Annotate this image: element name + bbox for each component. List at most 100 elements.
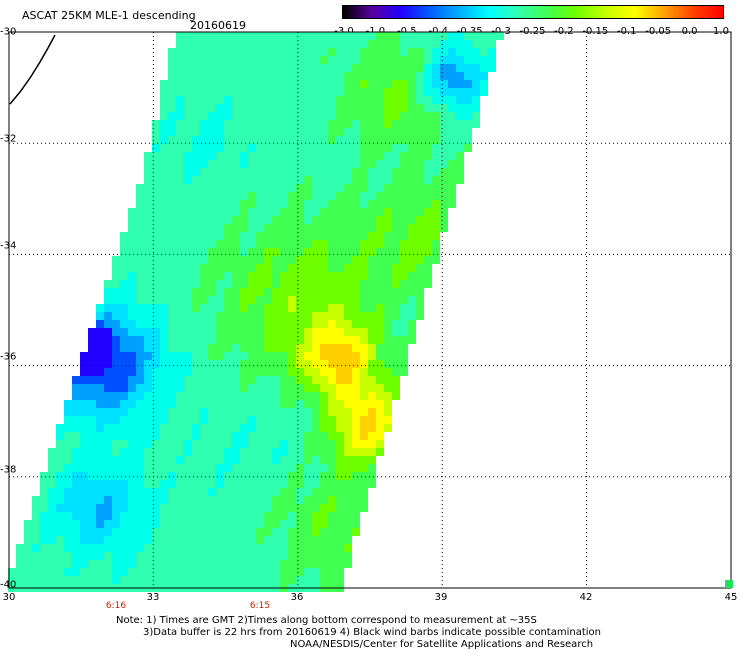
swath-cell [160,96,168,104]
swath-cell [24,544,32,552]
swath-cell [144,248,152,256]
swath-cell [384,120,392,128]
swath-cell [320,552,328,560]
swath-cell [112,320,120,328]
swath-cell [288,160,296,168]
swath-cell [320,80,328,88]
swath-cell [432,48,440,56]
swath-cell [72,384,80,392]
swath-cell [168,176,176,184]
swath-cell [224,240,232,248]
swath-cell [232,512,240,520]
swath-cell [352,272,360,280]
swath-cell [280,368,288,376]
swath-cell [392,328,400,336]
swath-cell [264,168,272,176]
swath-cell [344,456,352,464]
swath-cell [128,368,136,376]
swath-cell [224,392,232,400]
swath-cell [168,80,176,88]
swath-cell [320,456,328,464]
swath-cell [368,336,376,344]
swath-cell [368,184,376,192]
swath-cell [336,400,344,408]
swath-cell [144,440,152,448]
swath-cell [256,344,264,352]
swath-cell [392,192,400,200]
swath-cell [360,96,368,104]
swath-cell [248,360,256,368]
swath-cell [368,360,376,368]
swath-cell [208,240,216,248]
swath-cell [288,440,296,448]
swath-cell [440,224,448,232]
swath-cell [232,304,240,312]
swath-cell [272,432,280,440]
swath-cell [264,488,272,496]
swath-cell [176,368,184,376]
swath-cell [392,352,400,360]
swath-cell [352,416,360,424]
swath-cell [432,80,440,88]
swath-cell [272,256,280,264]
swath-cell [456,88,464,96]
swath-cell [304,456,312,464]
swath-cell [280,320,288,328]
swath-cell [360,376,368,384]
swath-cell [248,264,256,272]
swath-cell [264,568,272,576]
swath-cell [144,464,152,472]
swath-cell [256,288,264,296]
swath-cell [384,352,392,360]
swath-cell [120,360,128,368]
swath-cell [296,104,304,112]
swath-cell [168,256,176,264]
swath-cell [248,240,256,248]
swath-cell [152,176,160,184]
swath-cell [64,552,72,560]
swath-cell [344,280,352,288]
swath-cell [400,288,408,296]
swath-cell [264,472,272,480]
swath-cell [336,520,344,528]
swath-cell [400,96,408,104]
swath-cell [336,160,344,168]
swath-cell [272,232,280,240]
swath-cell [424,192,432,200]
swath-cell [224,576,232,584]
swath-cell [184,496,192,504]
swath-cell [112,456,120,464]
swath-cell [240,480,248,488]
swath-cell [240,312,248,320]
swath-cell [168,296,176,304]
swath-cell [88,408,96,416]
swath-cell [88,360,96,368]
swath-cell [448,144,456,152]
swath-cell [304,392,312,400]
swath-cell [40,536,48,544]
swath-cell [192,368,200,376]
swath-cell [336,128,344,136]
swath-cell [424,32,432,40]
swath-cell [216,168,224,176]
swath-cell [192,240,200,248]
swath-cell [360,200,368,208]
swath-cell [304,336,312,344]
swath-cell [376,48,384,56]
swath-cell [416,224,424,232]
swath-cell [352,72,360,80]
swath-cell [336,64,344,72]
swath-cell [192,320,200,328]
swath-cell [208,416,216,424]
swath-cell [208,336,216,344]
swath-cell [328,280,336,288]
swath-cell [408,200,416,208]
swath-cell [256,112,264,120]
swath-cell [144,456,152,464]
swath-cell [312,152,320,160]
swath-cell [464,48,472,56]
swath-cell [264,176,272,184]
swath-cell [160,416,168,424]
swath-cell [240,184,248,192]
swath-cell [56,488,64,496]
